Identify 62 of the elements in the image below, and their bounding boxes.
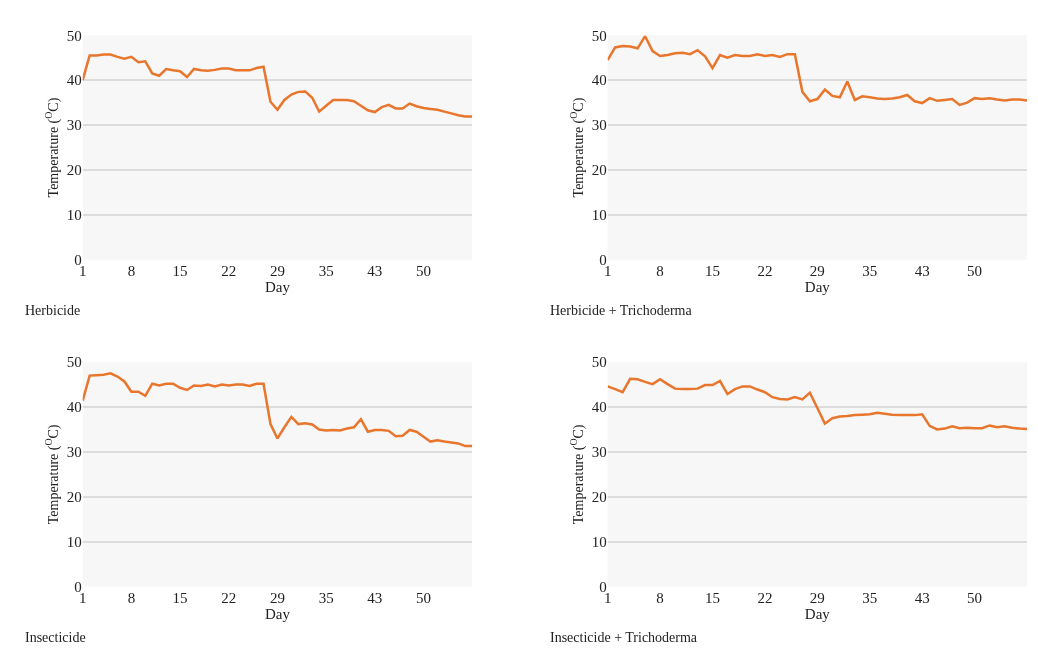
x-tick-label: 50 xyxy=(967,589,983,606)
x-tick-label: 43 xyxy=(914,262,930,279)
x-axis-title: Day xyxy=(264,278,291,295)
y-tick-label: 30 xyxy=(66,444,82,461)
line-series xyxy=(607,35,1028,107)
x-tick-label: 35 xyxy=(318,262,334,279)
x-tick-label: 35 xyxy=(862,262,878,279)
y-tick-label: 10 xyxy=(66,207,82,224)
y-tick-label: 20 xyxy=(66,489,82,506)
text: Insecticide + Trichoderma xyxy=(550,630,698,645)
y-tick-label: 20 xyxy=(66,162,82,179)
y-tick-label: 10 xyxy=(591,533,607,550)
y-tick-label: 10 xyxy=(66,533,82,550)
y-tick-label: 40 xyxy=(66,72,82,89)
y-tick-label: 30 xyxy=(591,444,607,461)
text: Herbicide xyxy=(25,303,81,318)
x-tick-label: 29 xyxy=(269,589,285,606)
y-tick-label: 40 xyxy=(591,399,607,416)
x-tick-label: 43 xyxy=(367,589,383,606)
x-tick-label: 29 xyxy=(809,589,825,606)
x-tick-label: 8 xyxy=(127,262,136,279)
y-tick-label: 50 xyxy=(66,27,82,44)
x-tick-label: 15 xyxy=(705,589,720,606)
x-axis-title: Day xyxy=(804,278,831,295)
x-tick-label: 22 xyxy=(221,589,237,606)
x-tick-label: 29 xyxy=(269,262,285,279)
x-tick-label: 35 xyxy=(862,589,878,606)
line-series xyxy=(82,372,473,448)
line-series xyxy=(607,377,1028,431)
x-tick-label: 35 xyxy=(318,589,334,606)
y-tick-label: 20 xyxy=(591,489,607,506)
x-tick-label: 43 xyxy=(914,589,930,606)
y-tick-label: 50 xyxy=(591,27,607,44)
x-tick-label: 8 xyxy=(656,262,664,279)
y-tick-label: 40 xyxy=(591,72,607,89)
y-tick-label: 30 xyxy=(66,117,82,134)
x-tick-label: 15 xyxy=(705,262,720,279)
y-tick-label: 20 xyxy=(591,162,607,179)
y-tick-label: 0 xyxy=(74,578,82,595)
x-tick-label: 15 xyxy=(172,262,188,279)
y-tick-label: 50 xyxy=(66,354,82,371)
y-tick-label: 10 xyxy=(591,207,607,224)
x-tick-label: 15 xyxy=(172,589,188,606)
x-tick-label: 22 xyxy=(757,262,773,279)
x-tick-label: 43 xyxy=(367,262,383,279)
x-tick-label: 29 xyxy=(809,262,825,279)
x-tick-label: 8 xyxy=(127,589,136,606)
y-tick-label: 40 xyxy=(66,399,82,416)
y-tick-label: 0 xyxy=(599,578,607,595)
x-tick-label: 50 xyxy=(416,589,432,606)
line-series xyxy=(82,53,473,118)
x-tick-label: 8 xyxy=(656,589,664,606)
x-axis-title: Day xyxy=(804,605,831,622)
text: Herbicide + Trichoderma xyxy=(550,303,693,318)
x-tick-label: 50 xyxy=(967,262,983,279)
y-tick-label: 30 xyxy=(591,117,607,134)
x-axis-title: Day xyxy=(264,605,291,622)
x-tick-label: 22 xyxy=(221,262,237,279)
text: Insecticide xyxy=(25,630,86,645)
y-tick-label: 50 xyxy=(591,354,607,371)
x-tick-label: 22 xyxy=(757,589,773,606)
x-tick-label: 50 xyxy=(416,262,432,279)
